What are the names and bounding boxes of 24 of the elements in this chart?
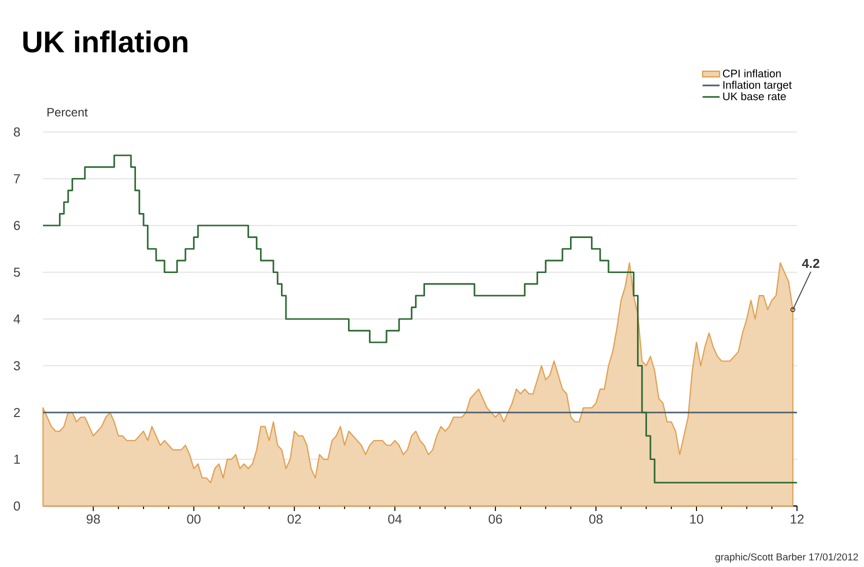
y-axis-title: Percent — [48, 108, 88, 116]
x-tick-label: 02 — [288, 514, 301, 524]
y-tick-label: 6 — [14, 220, 20, 230]
legend-label: CPI inflation — [722, 69, 781, 78]
annotation: 4.2 — [802, 258, 820, 268]
y-tick-label: 4 — [14, 314, 20, 324]
y-tick-label: 7 — [14, 174, 20, 184]
text: graphic/Scott Barber 17/01/2012 — [715, 553, 858, 562]
y-tick-label: 1 — [14, 454, 20, 464]
x-tick-label: 10 — [690, 514, 704, 524]
x-tick-label: 06 — [488, 514, 502, 524]
y-tick-label: 5 — [14, 268, 20, 277]
y-tick-label: 2 — [14, 408, 20, 418]
y-tick-label: 8 — [14, 127, 20, 137]
x-tick-label: 00 — [187, 514, 201, 524]
x-tick-label: 98 — [86, 514, 100, 524]
legend-label: UK base rate — [723, 92, 786, 100]
legend-label: Inflation target — [723, 80, 792, 91]
y-tick-label: 0 — [14, 501, 20, 511]
x-tick-label: 04 — [388, 514, 402, 524]
y-tick-label: 3 — [14, 361, 20, 370]
x-tick-label: 12 — [790, 514, 804, 524]
x-tick-label: 08 — [589, 514, 603, 524]
chart-title: UK inflation — [23, 30, 188, 53]
